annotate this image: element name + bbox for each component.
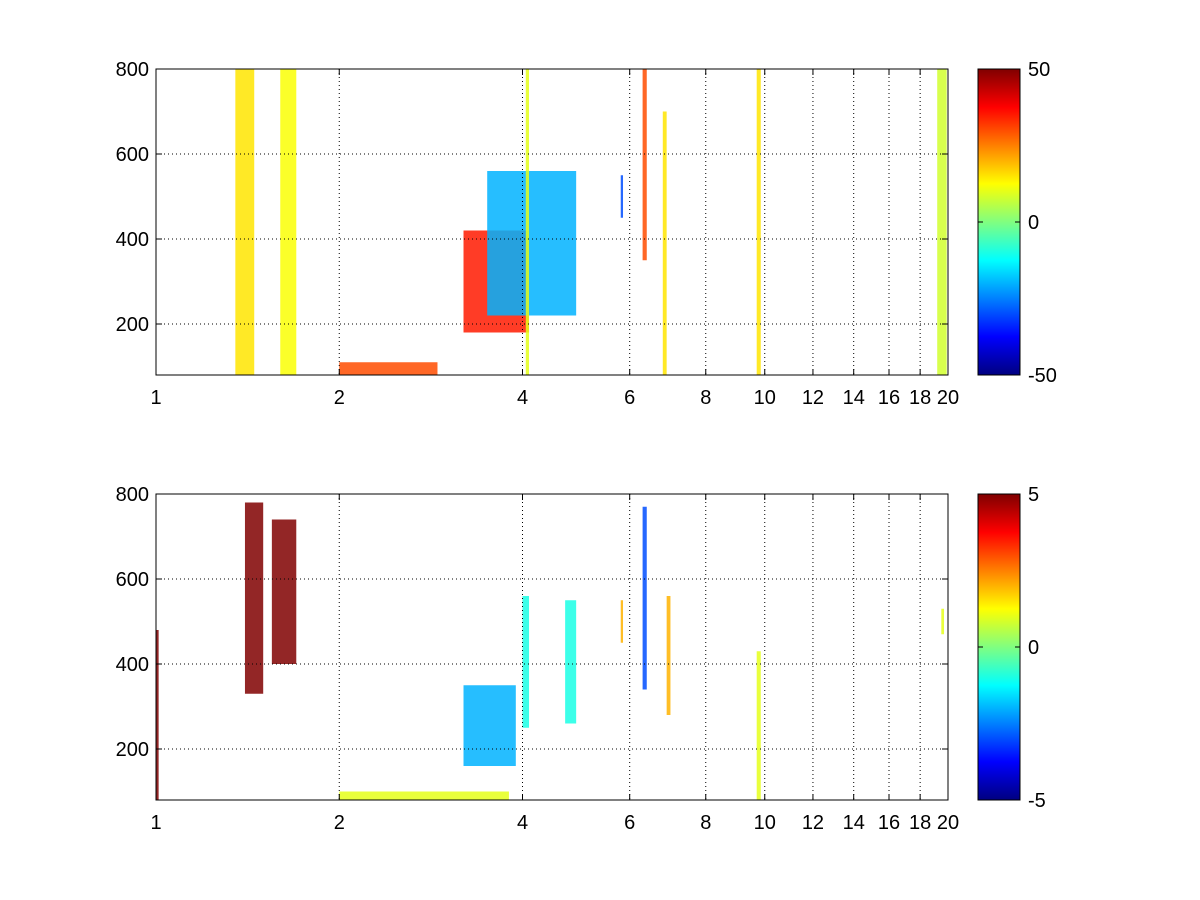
colorbar-tick-label: -50 [1028,365,1057,387]
colorbar-tick-label: 5 [1028,484,1039,506]
heatmap-cell [339,362,438,375]
x-tick-label: 1 [150,387,161,409]
y-tick-label: 600 [116,144,149,166]
heatmap-cell [522,596,530,728]
colorbar-tick-label: 0 [1028,212,1039,234]
colorbar-tick-label: -5 [1028,790,1046,812]
y-tick-label: 800 [116,484,149,506]
heatmap-cell [463,685,516,766]
heatmap-cell [620,175,624,218]
colorbar [977,68,1021,376]
heatmap-cell [244,502,264,694]
heatmap-cells [235,69,947,375]
x-tick-label: 6 [624,812,635,834]
x-tick-label: 4 [517,387,528,409]
x-tick-label: 6 [624,387,635,409]
y-tick-label: 400 [116,229,149,251]
y-tick-label: 800 [116,59,149,81]
x-tick-label: 14 [843,387,865,409]
x-tick-label: 4 [517,812,528,834]
heatmap-cell [339,791,509,800]
heatmap-cell [271,519,297,664]
x-tick-label: 2 [334,387,345,409]
x-tick-label: 2 [334,812,345,834]
x-tick-label: 20 [937,812,959,834]
y-tick-label: 600 [116,569,149,591]
x-tick-label: 12 [802,387,824,409]
heatmap-cell [756,651,761,800]
heatmap-cell [941,608,945,635]
heatmap-cell [662,111,667,375]
heatmap-cell [280,69,297,375]
x-tick-label: 20 [937,387,959,409]
x-tick-label: 16 [878,812,900,834]
x-tick-label: 12 [802,812,824,834]
heatmap-cells [156,502,945,800]
colorbar [977,493,1021,801]
x-tick-label: 14 [843,812,865,834]
x-tick-label: 10 [754,812,776,834]
heatmap-cell [620,600,624,643]
heatmap-cell [642,506,647,690]
heatmap-cell [642,69,647,261]
heatmap-cell [756,69,761,375]
y-tick-label: 200 [116,739,149,761]
colorbar-tick-label: 50 [1028,59,1050,81]
y-tick-label: 400 [116,654,149,676]
y-tick-label: 200 [116,314,149,336]
heatmap-cell [666,596,671,715]
x-tick-label: 8 [700,812,711,834]
x-tick-label: 18 [909,812,931,834]
x-tick-label: 1 [150,812,161,834]
x-tick-label: 10 [754,387,776,409]
axes-box [155,68,949,376]
heatmap-cell [487,171,577,316]
heatmap-cell [937,69,947,375]
colorbar-tick-label: 0 [1028,637,1039,659]
x-tick-label: 16 [878,387,900,409]
heatmap-cell [235,69,255,375]
heatmap-cell [565,600,577,724]
x-tick-label: 8 [700,387,711,409]
heatmap-cell [525,69,530,375]
axes-box [155,493,949,801]
x-tick-label: 18 [909,387,931,409]
heatmap-cell [156,630,159,800]
